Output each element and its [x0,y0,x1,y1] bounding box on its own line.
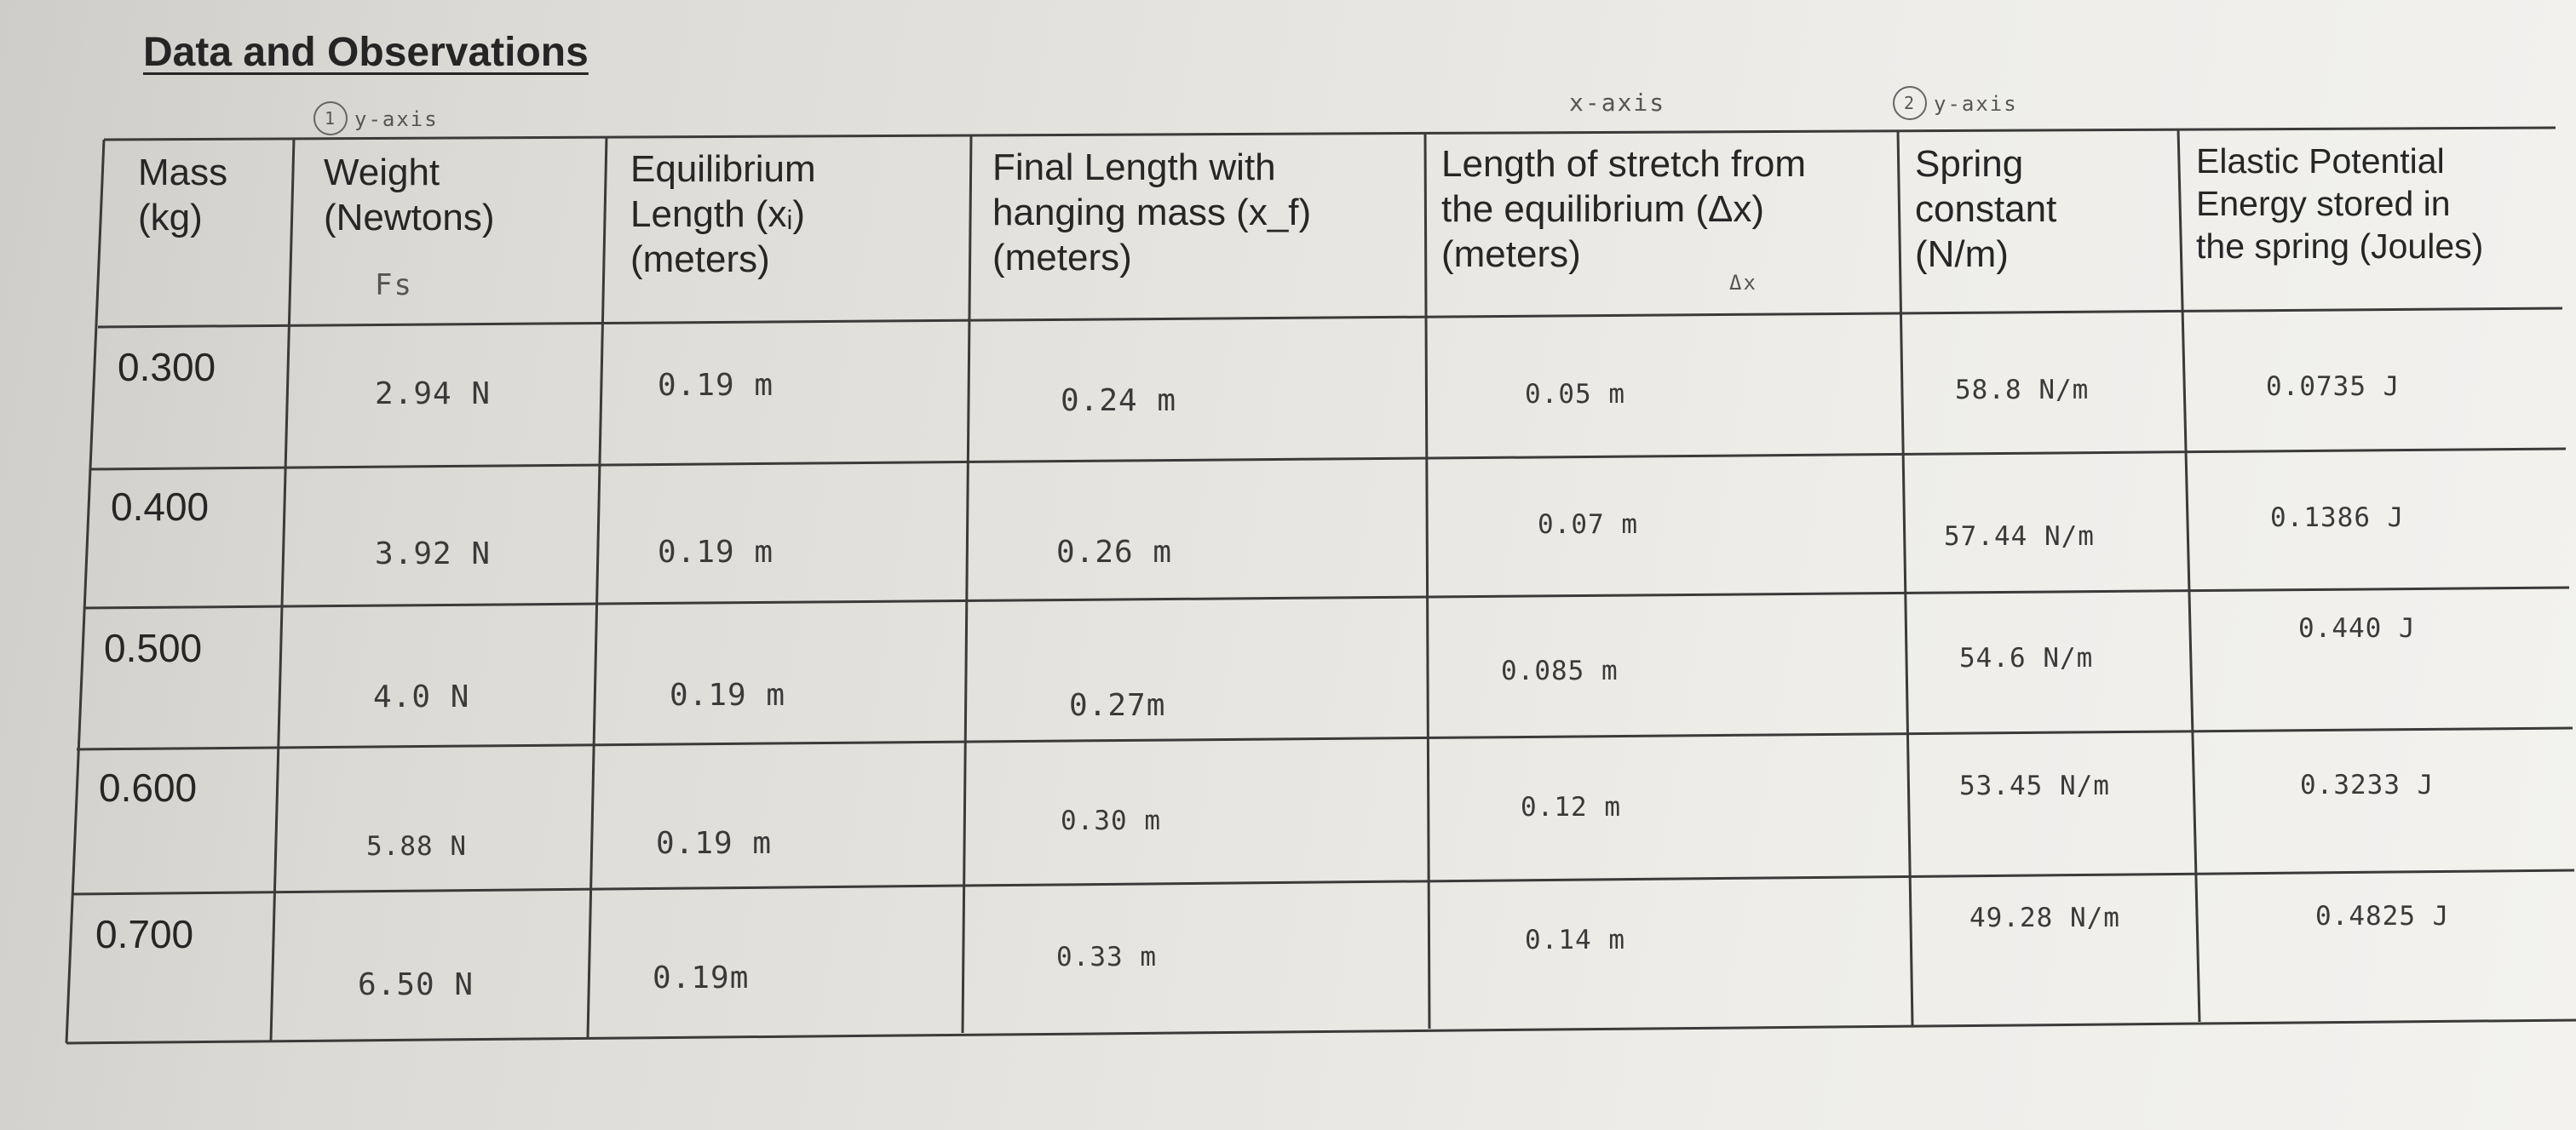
cell-elastic-energy: 0.1386 J [2270,502,2405,533]
grid-line-header-top [103,126,2556,141]
grid-line-row-4 [71,869,2575,896]
cell-mass: 0.300 [118,345,216,389]
grid-col-0 [65,139,106,1044]
grid-col-3 [961,134,973,1034]
cell-stretch: 0.14 m [1525,925,1625,955]
cell-stretch: 0.05 m [1525,379,1625,410]
grid-line-bottom [66,1018,2576,1045]
grid-col-1 [269,137,296,1041]
grid-col-4 [1423,131,1431,1030]
cell-spring-constant: 57.44 N/m [1944,521,2095,552]
grid-col-5 [1896,129,1914,1026]
cell-final-length: 0.30 m [1061,806,1161,836]
cell-weight: 6.50 N [358,967,474,1002]
cell-spring-constant: 54.6 N/m [1959,643,2094,674]
cell-equilibrium: 0.19 m [658,368,774,403]
header-mass: Mass (kg) [138,152,228,238]
grid-line-row-2 [83,586,2570,610]
cell-stretch: 0.07 m [1538,509,1638,540]
weight-symbol-note: Fs [375,268,413,302]
header-spring-constant: Spring constant (N/m) [1915,143,2057,275]
stretch-symbol-note: Δx [1729,271,1757,295]
cell-equilibrium: 0.19 m [656,826,773,861]
cell-elastic-energy: 0.4825 J [2315,901,2450,932]
cell-weight: 3.92 N [375,536,492,571]
cell-elastic-energy: 0.3233 J [2300,770,2435,800]
section-heading: Data and Observations [143,30,589,75]
cell-weight: 5.88 N [366,831,467,862]
cell-elastic-energy: 0.440 J [2298,613,2416,644]
header-final-length: Final Length with hanging mass (x_f) (me… [992,146,1312,278]
cell-weight: 2.94 N [375,376,492,411]
grid-line-row-1 [89,447,2567,471]
cell-final-length: 0.26 m [1056,535,1173,570]
header-equilibrium: Equilibrium Length (xᵢ) (meters) [630,148,816,280]
weight-axis-note: 1 y-axis [313,100,439,135]
cell-final-length: 0.27m [1069,688,1166,723]
cell-mass: 0.500 [104,626,203,670]
circled-number: 2 [1893,86,1927,120]
cell-equilibrium: 0.19 m [670,678,786,713]
circled-number: 1 [313,101,348,135]
stretch-axis-note: x-axis [1569,89,1666,117]
cell-spring-constant: 58.8 N/m [1955,375,2090,405]
header-stretch: Length of stretch from the equilibrium (… [1441,143,1806,275]
cell-mass: 0.600 [99,766,198,810]
header-elastic-energy: Elastic Potential Energy stored in the s… [2196,141,2484,266]
cell-final-length: 0.24 m [1061,383,1177,418]
grid-line-header-bottom [97,307,2563,329]
header-weight: Weight (Newtons) [324,152,495,238]
cell-stretch: 0.12 m [1521,792,1621,823]
cell-equilibrium: 0.19 m [658,535,774,570]
cell-spring-constant: 53.45 N/m [1959,771,2110,801]
grid-col-2 [586,135,608,1038]
grid-col-6 [2176,128,2201,1023]
cell-equilibrium: 0.19m [653,961,750,995]
cell-stretch: 0.085 m [1501,656,1619,686]
cell-elastic-energy: 0.0735 J [2266,371,2401,402]
cell-spring-constant: 49.28 N/m [1969,903,2120,933]
spring-axis-note: 2 y-axis [1893,85,2018,120]
cell-final-length: 0.33 m [1056,942,1157,972]
cell-weight: 4.0 N [373,680,470,714]
cell-mass: 0.400 [111,485,210,529]
cell-mass: 0.700 [95,912,194,956]
grid-line-row-3 [76,726,2573,751]
